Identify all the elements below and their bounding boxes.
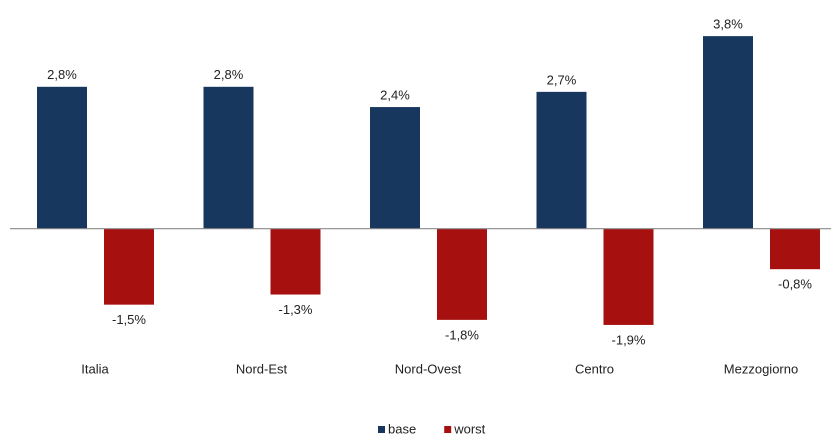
bar [603,228,654,325]
value-label: 2,8% [214,67,244,82]
value-label: 3,8% [713,17,743,32]
bar [437,228,487,320]
value-label: -1,9% [612,332,646,347]
x-tick-label: Centro [575,361,614,376]
bar [370,107,420,229]
x-tick-label: Nord-Ovest [395,361,462,376]
x-tick-label: Mezzogiorno [724,361,798,376]
bar [37,86,87,229]
bar [203,86,254,229]
value-label: 2,4% [380,88,410,103]
value-label: -1,3% [279,302,313,317]
value-label: -1,5% [112,312,146,327]
bar [770,228,820,270]
x-tick-label: Nord-Est [236,361,288,376]
legend-label: base [388,421,416,436]
value-label: -1,8% [445,327,479,342]
legend-label: worst [453,421,485,436]
value-label: -0,8% [778,277,812,292]
legend-swatch [378,426,385,433]
bar [270,228,321,295]
value-label: 2,7% [547,72,577,87]
bar [104,228,154,305]
bar [703,36,753,229]
bar [536,91,587,229]
x-tick-label: Italia [81,361,109,376]
value-label: 2,8% [47,67,77,82]
legend-swatch [444,426,452,433]
